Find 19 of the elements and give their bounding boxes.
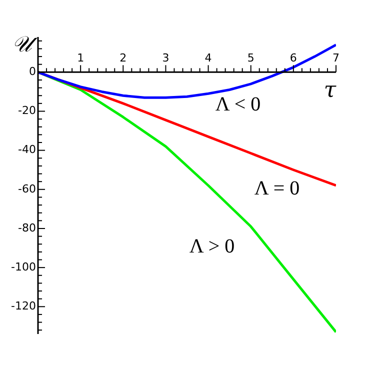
- x-tick-label: 5: [247, 52, 254, 65]
- x-tick-label: 2: [120, 52, 127, 65]
- x-axis-title: τ: [324, 78, 337, 103]
- y-axis-title: 𝒰: [12, 32, 38, 58]
- y-tick-label: -40: [18, 143, 36, 156]
- annotation: Λ > 0: [189, 235, 235, 258]
- y-tick-label: -60: [18, 182, 36, 196]
- y-tick-label: -20: [18, 104, 36, 118]
- annotation: Λ < 0: [215, 93, 261, 116]
- y-tick-label: 0: [29, 65, 36, 78]
- x-tick-label: 4: [204, 52, 212, 65]
- y-tick-label: -100: [11, 260, 36, 274]
- y-tick-label: -80: [18, 221, 36, 234]
- annotation: Λ = 0: [254, 177, 300, 200]
- x-tick-label: 3: [162, 52, 170, 65]
- y-tick-label: -120: [11, 300, 36, 313]
- x-tick-label: 6: [290, 52, 297, 65]
- x-tick-label: 7: [332, 52, 340, 65]
- x-tick-label: 1: [77, 52, 84, 65]
